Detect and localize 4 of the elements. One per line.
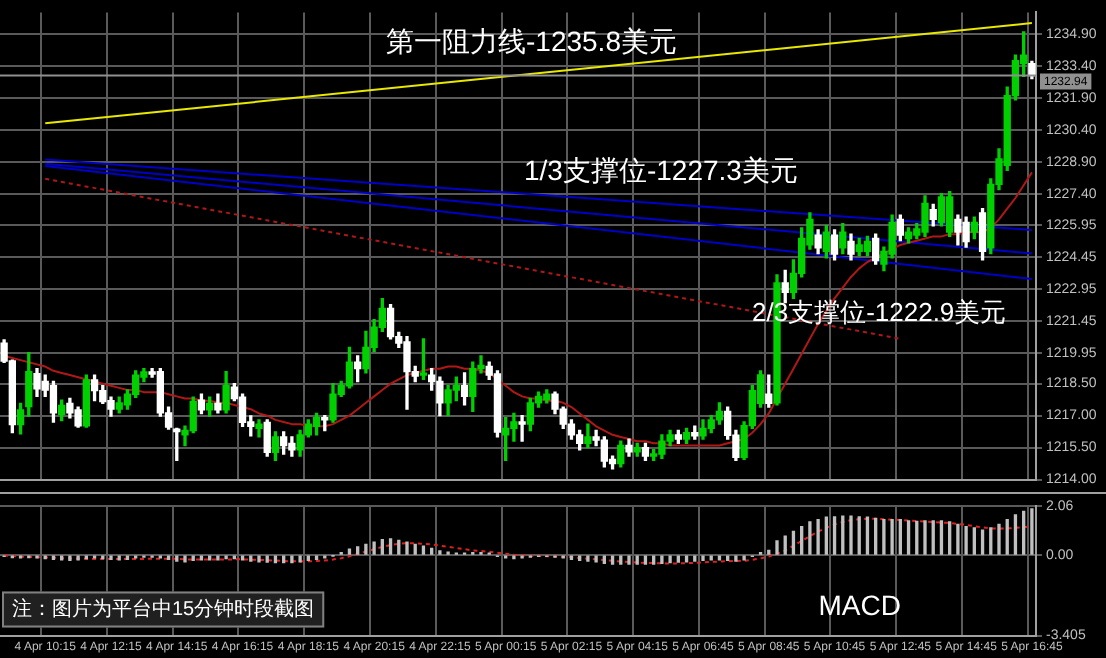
annotation: 1/3支撑位-1227.3美元: [524, 154, 798, 187]
annotation: 第一阻力线-1235.8美元: [386, 24, 677, 57]
annotation: 注：图片为平台中15分钟时段截图: [12, 597, 315, 622]
text: MACD: [818, 589, 901, 622]
